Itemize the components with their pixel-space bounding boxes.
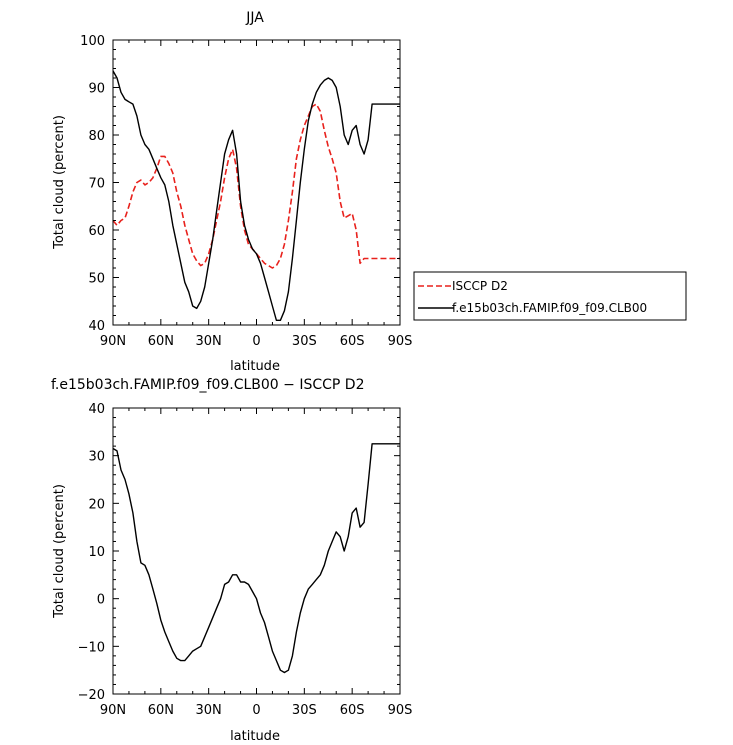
bottom-x-tick-label: 60S (340, 703, 365, 718)
top-y-tick-label: 50 (88, 272, 105, 287)
bottom-x-tick-label: 0 (252, 703, 260, 718)
legend-label-isccp: ISCCP D2 (452, 279, 508, 293)
legend: ISCCP D2 f.e15b03ch.FAMIP.f09_f09.CLB00 (413, 271, 687, 321)
top-x-tick-label: 90N (100, 334, 126, 349)
top-x-tick-label: 30S (292, 334, 317, 349)
bottom-plot-frame (112, 407, 401, 695)
top-x-axis-label: latitude (230, 359, 280, 374)
legend-label-model: f.e15b03ch.FAMIP.f09_f09.CLB00 (452, 301, 647, 315)
top-y-tick-label: 40 (88, 319, 105, 334)
bottom-x-tick-label: 90S (388, 703, 413, 718)
bottom-y-tick-label: −10 (78, 640, 105, 655)
bottom-chart-title: f.e15b03ch.FAMIP.f09_f09.CLB00 − ISCCP D… (51, 377, 364, 393)
top-x-tick-label: 30N (196, 334, 222, 349)
bottom-panel: f.e15b03ch.FAMIP.f09_f09.CLB00 − ISCCP D… (51, 377, 412, 744)
bottom-y-tick-label: −20 (78, 688, 105, 703)
top-x-tick-label: 90S (388, 334, 413, 349)
top-panel: JJA 90N 60N 30N 0 30S 60S 90S 40 50 60 70 80 90 100 l… (52, 10, 412, 374)
top-plot-frame (112, 39, 401, 326)
bottom-x-tick-label: 60N (148, 703, 174, 718)
bottom-y-axis-label: Total cloud (percent) (52, 484, 67, 619)
bottom-y-tick-label: 20 (88, 497, 105, 512)
top-chart-title: JJA (245, 10, 264, 26)
top-y-axis-label: Total cloud (percent) (52, 115, 67, 250)
top-y-tick-label: 100 (80, 34, 105, 49)
top-y-tick-label: 80 (88, 129, 105, 144)
top-x-tick-label: 60N (148, 334, 174, 349)
top-series-line-2 (112, 70, 400, 321)
bottom-series-line-1 (112, 443, 400, 674)
top-y-tick-label: 70 (88, 177, 105, 192)
bottom-x-tick-label: 30S (292, 703, 317, 718)
bottom-x-tick-label: 90N (100, 703, 126, 718)
bottom-y-tick-label: 0 (97, 593, 105, 608)
bottom-y-tick-label: 10 (88, 545, 105, 560)
bottom-y-tick-label: 30 (88, 450, 105, 465)
bottom-y-tick-label: 40 (88, 402, 105, 417)
top-y-tick-label: 60 (88, 224, 105, 239)
top-x-tick-label: 60S (340, 334, 365, 349)
bottom-x-tick-label: 30N (196, 703, 222, 718)
top-y-tick-label: 90 (88, 82, 105, 97)
bottom-x-axis-label: latitude (230, 729, 280, 744)
top-x-tick-label: 0 (252, 334, 260, 349)
legend-box (413, 271, 687, 321)
